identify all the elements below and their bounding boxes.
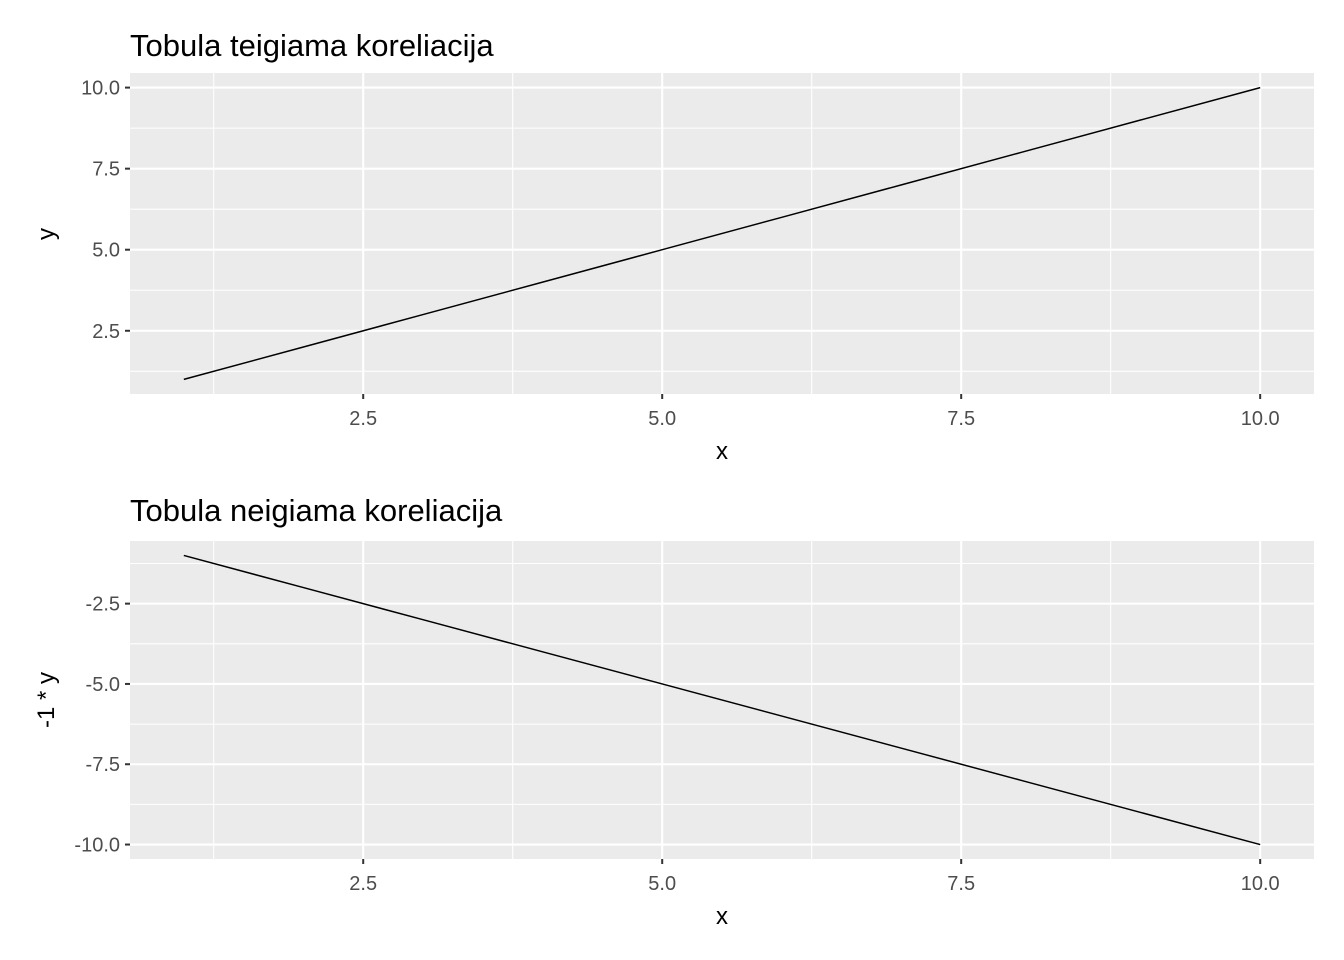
x-tick-label: 5.0	[648, 408, 676, 430]
x-tick-label: 5.0	[648, 873, 676, 895]
x-tick-label: 10.0	[1241, 873, 1280, 895]
x-tick-label: 2.5	[349, 408, 377, 430]
plot-area: 2.5 5.0 7.5 10.0 2.5 5.0 7.5 10.0	[81, 73, 1314, 430]
y-tick-label: 10.0	[81, 78, 120, 100]
y-tick-label: -7.5	[86, 754, 120, 776]
chart-title: Tobula teigiama koreliacija	[130, 28, 494, 63]
chart-title: Tobula neigiama koreliacija	[130, 493, 503, 528]
x-tick-label: 7.5	[947, 408, 975, 430]
y-tick-label: -10.0	[74, 835, 120, 857]
y-tick-label: 5.0	[92, 240, 120, 262]
series-line	[183, 554, 1261, 846]
series-line	[183, 86, 1261, 381]
y-tick-label: -5.0	[86, 674, 120, 696]
x-axis-title: x	[716, 903, 728, 930]
y-axis-title: y	[33, 228, 60, 240]
plot-area: 2.5 5.0 7.5 10.0 -2.5 -5.0 -7.5 -10.0	[74, 541, 1314, 895]
x-tick-label: 2.5	[349, 873, 377, 895]
y-tick-label: 7.5	[92, 159, 120, 181]
x-axis-title: x	[716, 438, 728, 465]
x-tick-label: 7.5	[947, 873, 975, 895]
chart-top: Tobula teigiama koreliacija 2.5 5.0 7.5 10.…	[33, 28, 1314, 465]
y-tick-label: -2.5	[86, 594, 120, 616]
x-tick-label: 10.0	[1241, 408, 1280, 430]
chart-bottom: Tobula neigiama koreliacija 2.5 5.0 7.5 10.…	[33, 493, 1314, 930]
y-axis-title: -1 * y	[33, 672, 60, 728]
y-tick-label: 2.5	[92, 321, 120, 343]
